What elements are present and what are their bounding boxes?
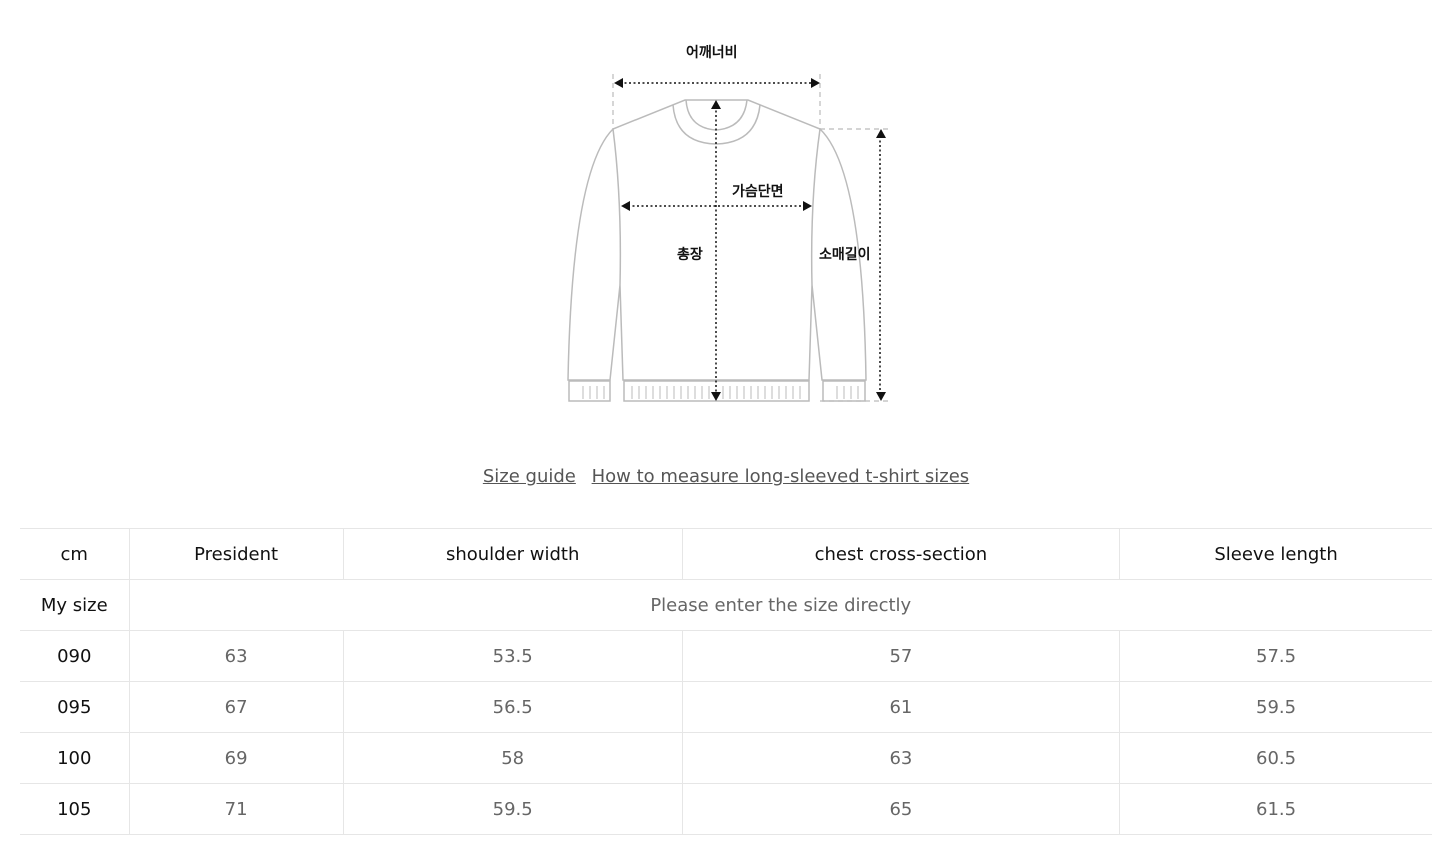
table-header-row: cm President shoulder width chest cross-…	[20, 528, 1432, 580]
value-cell: 58	[342, 732, 683, 784]
value-cell: 63	[128, 630, 344, 682]
value-cell: 59.5	[1119, 681, 1432, 733]
table-row: 105 71 59.5 65 61.5	[20, 783, 1432, 835]
value-cell: 67	[128, 681, 344, 733]
header-cell: chest cross-section	[681, 528, 1120, 580]
chest-label: 가슴단면	[732, 184, 784, 200]
value-cell: 57	[681, 630, 1120, 682]
size-cell: 090	[20, 630, 129, 682]
total-length-label: 총장	[677, 247, 703, 263]
header-cell: Sleeve length	[1119, 528, 1432, 580]
value-cell: 57.5	[1119, 630, 1432, 682]
value-cell: 71	[128, 783, 344, 835]
table-row: 100 69 58 63 60.5	[20, 732, 1432, 784]
header-cell: cm	[20, 528, 129, 580]
value-cell: 61	[681, 681, 1120, 733]
table-row: 095 67 56.5 61 59.5	[20, 681, 1432, 733]
value-cell: 60.5	[1119, 732, 1432, 784]
value-cell: 59.5	[342, 783, 683, 835]
my-size-row: My size Please enter the size directly	[20, 579, 1432, 631]
sleeve-length-label: 소매길이	[819, 247, 871, 263]
size-table: cm President shoulder width chest cross-…	[20, 528, 1432, 835]
arrow-heads	[614, 78, 886, 401]
value-cell: 69	[128, 732, 344, 784]
size-guide-link[interactable]: Size guide	[482, 466, 576, 487]
sweater-outline	[567, 99, 867, 402]
size-cell: 100	[20, 732, 129, 784]
size-cell: 095	[20, 681, 129, 733]
value-cell: 63	[681, 732, 1120, 784]
guide-lines	[612, 74, 888, 402]
table-row: 090 63 53.5 57 57.5	[20, 630, 1432, 682]
my-size-label: My size	[20, 579, 129, 631]
value-cell: 65	[681, 783, 1120, 835]
value-cell: 53.5	[342, 630, 683, 682]
ribbing	[582, 386, 859, 399]
sweater-size-diagram	[567, 74, 888, 402]
how-to-measure-link[interactable]: How to measure long-sleeved t-shirt size…	[591, 466, 970, 487]
value-cell: 56.5	[342, 681, 683, 733]
guide-links: Size guide How to measure long-sleeved t…	[0, 466, 1452, 487]
size-cell: 105	[20, 783, 129, 835]
header-cell: shoulder width	[342, 528, 683, 580]
shoulder-width-label: 어깨너비	[686, 45, 738, 61]
value-cell: 61.5	[1119, 783, 1432, 835]
my-size-prompt[interactable]: Please enter the size directly	[128, 579, 1432, 631]
header-cell: President	[128, 528, 344, 580]
